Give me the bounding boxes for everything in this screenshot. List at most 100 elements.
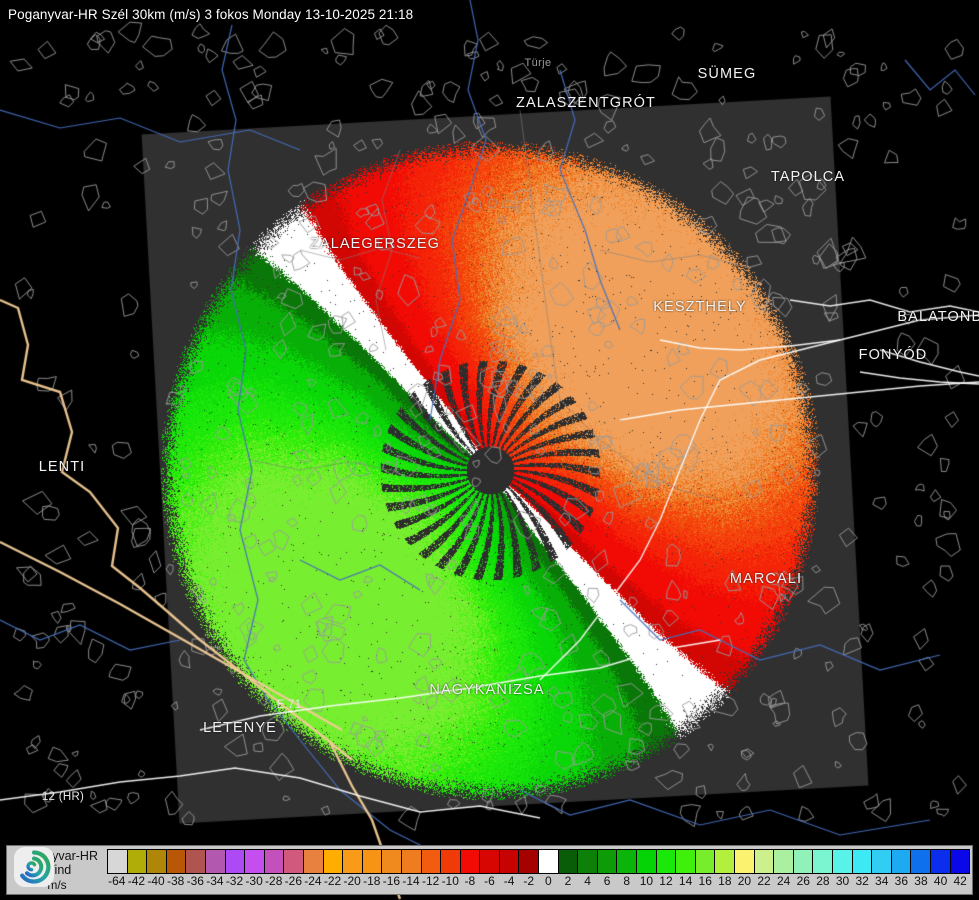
color-scale-tick: 6 — [603, 874, 611, 888]
color-scale-tick: 40 — [933, 874, 948, 888]
city-label: LENTI — [38, 459, 86, 475]
color-scale-legend: Poganyvar-HR Wind m/s -64 -42 -40 -38 -36 -34… — [6, 845, 973, 895]
color-scale-tick: 24 — [776, 874, 791, 888]
color-scale-tick: -42 — [127, 874, 146, 888]
color-swatch — [127, 850, 148, 873]
color-scale-tick: 22 — [757, 874, 771, 888]
color-swatch — [558, 850, 579, 873]
color-swatch — [343, 850, 363, 873]
color-scale-tick: -8 — [464, 874, 476, 888]
color-scale-tick: -28 — [265, 874, 283, 888]
color-swatch — [695, 850, 716, 873]
color-scale-tick: -34 — [206, 874, 224, 888]
color-scale-tick: 14 — [678, 874, 693, 888]
color-swatch — [401, 850, 422, 873]
color-swatch — [832, 850, 853, 873]
color-scale-tick: 32 — [855, 874, 869, 888]
color-swatch — [362, 850, 383, 873]
city-label: ZALASZENTGRÓT — [516, 95, 656, 111]
color-swatch — [539, 850, 559, 873]
color-scale-tick: -14 — [402, 874, 420, 888]
color-scale-tick: -64 — [108, 874, 126, 888]
color-swatch — [205, 850, 226, 873]
color-scale-tick: -30 — [245, 874, 263, 888]
color-swatch — [323, 850, 344, 873]
color-scale-tick: -2 — [523, 874, 535, 888]
color-scale-tick: 8 — [623, 874, 631, 888]
color-swatch — [460, 850, 481, 873]
color-scale: -64 -42 -40 -38 -36 -34 -32 -30 -28 -26 -24 -22 -20-… — [107, 846, 972, 894]
color-swatch-strip — [107, 849, 970, 874]
color-swatch — [480, 850, 500, 873]
color-scale-tick: -4 — [503, 874, 515, 888]
color-swatch — [264, 850, 285, 873]
color-scale-tick: 36 — [894, 874, 909, 888]
city-label: FONYÓD — [858, 347, 928, 363]
spiral-swirl-logo-icon[interactable] — [13, 846, 55, 888]
color-swatch — [499, 850, 520, 873]
color-scale-tick: -10 — [441, 874, 459, 888]
color-scale-tick: -24 — [304, 874, 322, 888]
color-scale-tick: -40 — [147, 874, 165, 888]
color-scale-tick: 0 — [544, 874, 552, 888]
color-scale-tick: -32 — [225, 874, 244, 888]
city-label: KESZTHELY — [653, 299, 747, 315]
color-swatch — [735, 850, 755, 873]
color-swatch — [303, 850, 324, 873]
page-title: Poganyvar-HR Szél 30km (m/s) 3 fokos Mon… — [8, 7, 414, 22]
color-scale-tick: 18 — [718, 874, 732, 888]
color-swatch — [911, 850, 931, 873]
color-scale-tick: 28 — [816, 874, 830, 888]
color-scale-tick: -38 — [166, 874, 185, 888]
color-scale-tick: 20 — [737, 874, 752, 888]
city-label: SÜMEG — [697, 66, 757, 82]
color-swatch — [813, 850, 833, 873]
color-swatch — [382, 850, 402, 873]
color-scale-tick: -6 — [484, 874, 495, 888]
color-swatch — [950, 850, 970, 873]
color-swatch — [793, 850, 814, 873]
color-swatch — [245, 850, 265, 873]
color-swatch — [284, 850, 304, 873]
color-scale-tick: -36 — [186, 874, 204, 888]
color-scale-tick: -22 — [323, 874, 342, 888]
city-label: BALATONBO — [897, 309, 979, 325]
city-label: MARCALI — [729, 571, 803, 587]
color-swatch — [421, 850, 442, 873]
color-scale-tick: 38 — [914, 874, 928, 888]
color-swatch — [637, 850, 657, 873]
city-label: TAPOLCA — [770, 169, 846, 185]
city-label: NAGYKANIZSA — [429, 682, 545, 698]
color-swatch — [891, 850, 912, 873]
color-swatch — [617, 850, 638, 873]
color-swatch — [166, 850, 187, 873]
color-swatch — [186, 850, 206, 873]
color-swatch — [676, 850, 696, 873]
color-swatch — [597, 850, 618, 873]
color-scale-tick: -26 — [284, 874, 302, 888]
color-scale-tick: -12 — [421, 874, 440, 888]
color-swatch — [147, 850, 167, 873]
color-scale-tick: 4 — [584, 874, 591, 888]
color-swatch — [930, 850, 951, 873]
color-swatch — [656, 850, 677, 873]
color-scale-tick: 42 — [953, 874, 967, 888]
city-label: LETENYE — [203, 720, 277, 736]
color-swatch — [715, 850, 735, 873]
color-swatch — [578, 850, 598, 873]
city-label: ZALAEGERSZEG — [309, 236, 441, 252]
color-scale-tick: 12 — [659, 874, 673, 888]
color-scale-tick: -18 — [363, 874, 381, 888]
color-scale-tick: 10 — [639, 874, 654, 888]
road-label: E 71 — [276, 699, 302, 711]
color-swatch — [872, 850, 892, 873]
color-swatch — [225, 850, 246, 873]
color-scale-tick: 2 — [564, 874, 572, 888]
color-scale-tick: 30 — [835, 874, 850, 888]
color-scale-tick: -20 — [343, 874, 361, 888]
color-swatch — [754, 850, 775, 873]
color-scale-tick: 16 — [698, 874, 712, 888]
